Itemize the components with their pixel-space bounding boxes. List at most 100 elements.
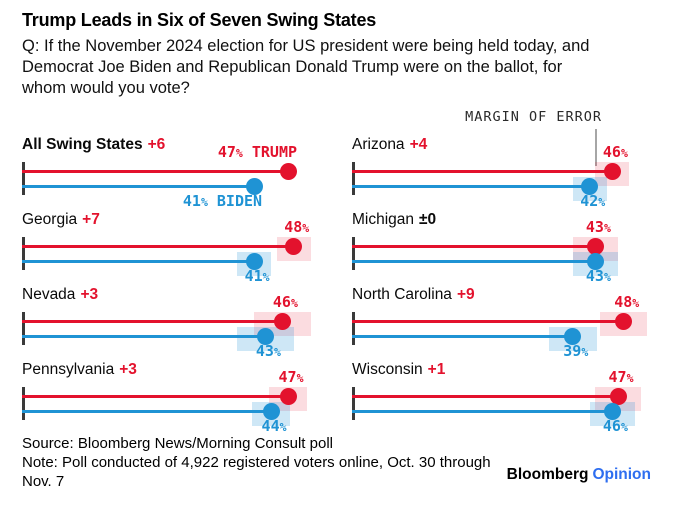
trump-value-label: 47% <box>278 368 304 386</box>
trump-value-label: 43% <box>585 218 611 236</box>
logo-opinion: Opinion <box>592 466 651 483</box>
state-label-row: Nevada +3 <box>22 286 98 304</box>
trump-line <box>352 320 624 323</box>
source-note: Source: Bloomberg News/Morning Consult p… <box>22 435 333 452</box>
biden-value-label: 46% <box>602 417 628 435</box>
trump-dot <box>273 313 291 330</box>
trump-value-label: 46% <box>602 143 628 161</box>
bloomberg-opinion-logo: Bloomberg Opinion <box>507 466 651 484</box>
state-name: Arizona <box>352 136 405 153</box>
trump-line <box>352 395 619 398</box>
biden-dot <box>603 403 621 420</box>
trump-value-label: 48% <box>614 293 640 311</box>
state-label-row: Arizona +4 <box>352 136 427 154</box>
axis-tick <box>22 237 25 270</box>
state-name: Nevada <box>22 286 76 303</box>
trump-line <box>22 395 289 398</box>
state-chart: Wisconsin +1 47% 46% <box>352 361 652 436</box>
biden-line <box>22 185 255 188</box>
trump-value-label: 47% TRUMP <box>217 143 298 161</box>
note-line-2: Nov. 7 <box>22 473 65 490</box>
biden-value-label: 43% <box>585 267 611 285</box>
chart-title: Trump Leads in Six of Seven Swing States <box>22 10 377 30</box>
axis-tick <box>352 312 355 345</box>
state-name: Georgia <box>22 211 78 228</box>
state-chart: North Carolina +9 48% 39% <box>352 286 652 361</box>
trump-value-label: 46% <box>272 293 298 311</box>
trump-line <box>22 170 289 173</box>
logo-bloomberg: Bloomberg <box>506 466 589 483</box>
note-line-1: Note: Poll conducted of 4,922 registered… <box>22 454 491 471</box>
biden-line <box>22 260 255 263</box>
axis-tick <box>352 237 355 270</box>
biden-dot <box>564 328 582 345</box>
state-label-row: Pennsylvania +3 <box>22 361 137 379</box>
trump-dot <box>586 238 604 255</box>
biden-dot <box>262 403 280 420</box>
biden-value-label: 41% <box>244 267 270 285</box>
axis-tick <box>352 387 355 420</box>
biden-value-label: 39% <box>563 342 589 360</box>
state-label-row: North Carolina +9 <box>352 286 475 304</box>
biden-dot <box>245 178 263 195</box>
lead-badge: +7 <box>82 211 100 228</box>
state-name: Pennsylvania <box>22 361 115 378</box>
margin-of-error-pointer-line <box>595 129 597 166</box>
lead-badge: +6 <box>147 136 166 153</box>
state-label-row: Wisconsin +1 <box>352 361 445 379</box>
trump-line <box>352 170 613 173</box>
state-name: Michigan <box>352 211 415 228</box>
state-name: All Swing States <box>22 136 143 153</box>
biden-line <box>22 335 266 338</box>
lead-badge: +3 <box>119 361 137 378</box>
lead-badge: +3 <box>80 286 99 303</box>
state-chart: Pennsylvania +3 47% 44% <box>22 361 322 436</box>
trump-dot <box>615 313 633 330</box>
biden-value-label: 43% <box>255 342 281 360</box>
trump-line <box>22 320 283 323</box>
margin-of-error-label: MARGIN OF ERROR <box>465 109 602 125</box>
trump-dot <box>279 388 297 405</box>
trump-line <box>22 245 294 248</box>
methodology-note: Note: Poll conducted of 4,922 registered… <box>22 453 491 491</box>
question-line-3: whom would you vote? <box>22 79 190 97</box>
lead-badge: +4 <box>409 136 428 153</box>
state-label-row: Michigan ±0 <box>352 211 436 229</box>
axis-tick <box>22 387 25 420</box>
biden-line <box>352 335 573 338</box>
biden-dot <box>586 253 604 270</box>
trump-value-label: 47% <box>608 368 634 386</box>
state-name: North Carolina <box>352 286 452 303</box>
lead-badge: +9 <box>456 286 475 303</box>
state-chart: Nevada +3 46% 43% <box>22 286 322 361</box>
biden-line <box>352 260 596 263</box>
axis-tick <box>352 162 355 195</box>
trump-dot <box>609 388 627 405</box>
state-label-row: All Swing States +6 <box>22 136 165 154</box>
biden-dot <box>581 178 599 195</box>
question-line-2: Democrat Joe Biden and Republican Donald… <box>22 58 563 76</box>
biden-dot <box>245 253 263 270</box>
biden-line <box>22 410 272 413</box>
question-line-1: Q: If the November 2024 election for US … <box>22 37 590 55</box>
lead-badge: ±0 <box>419 211 437 228</box>
biden-line <box>352 185 590 188</box>
biden-value-label: 44% <box>261 417 287 435</box>
chart-question: Q: If the November 2024 election for US … <box>22 36 662 99</box>
trump-dot <box>279 163 297 180</box>
state-label-row: Georgia +7 <box>22 211 100 229</box>
biden-dot <box>256 328 274 345</box>
axis-tick <box>22 312 25 345</box>
trump-value-label: 48% <box>284 218 310 236</box>
state-chart: Michigan ±0 43% 43% <box>352 211 652 286</box>
axis-tick <box>22 162 25 195</box>
lead-badge: +1 <box>427 361 446 378</box>
biden-line <box>352 410 613 413</box>
state-chart: Georgia +7 48% 41% <box>22 211 322 286</box>
trump-dot <box>603 163 621 180</box>
trump-line <box>352 245 596 248</box>
trump-dot <box>285 238 303 255</box>
biden-value-label: 41% BIDEN <box>182 192 263 210</box>
state-name: Wisconsin <box>352 361 423 378</box>
